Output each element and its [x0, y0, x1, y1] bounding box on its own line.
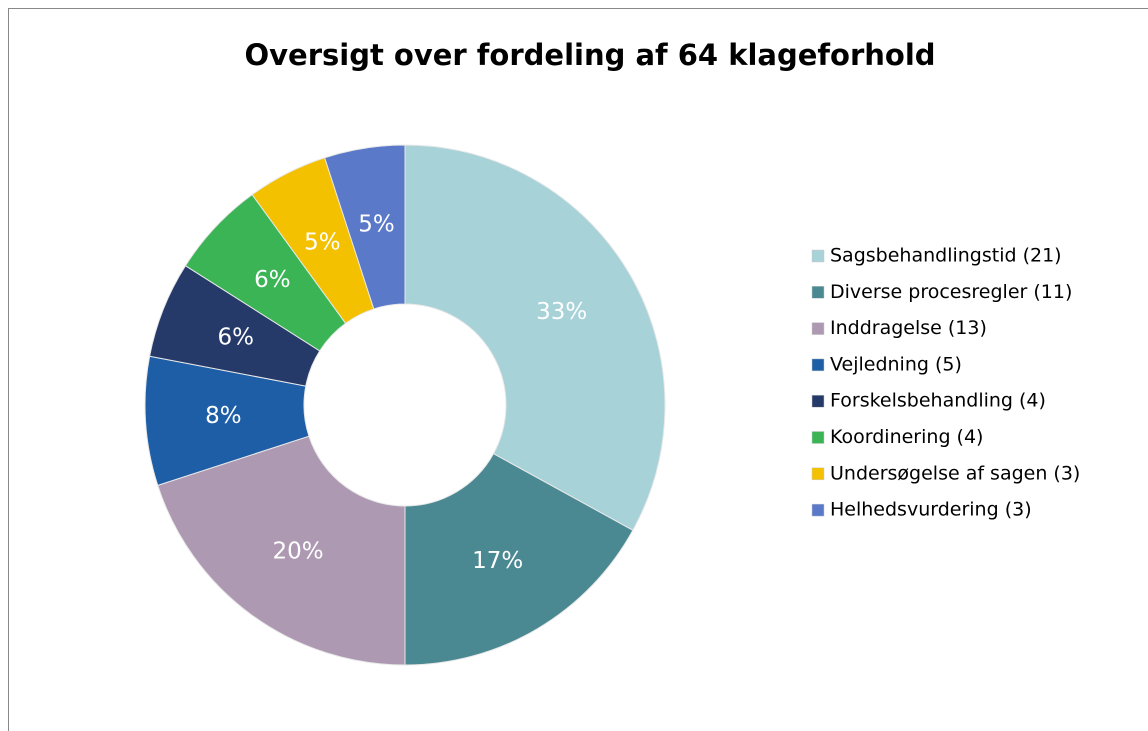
slice-label: 6%: [218, 325, 255, 351]
slice-label: 17%: [472, 548, 523, 574]
legend-swatch: [811, 249, 825, 263]
legend-text: Koordinering (4): [830, 426, 983, 448]
legend-swatch: [811, 467, 825, 481]
legend-text: Forskelsbehandling (4): [830, 390, 1046, 412]
donut-slice: [157, 435, 406, 666]
legend-text: Undersøgelse af sagen (3): [830, 462, 1080, 484]
chart-title: Oversigt over fordeling af 64 klageforho…: [244, 38, 935, 72]
legend-swatch: [811, 286, 825, 299]
legend-swatch: [811, 358, 825, 372]
legend-swatch: [811, 394, 825, 408]
legend-swatch: [811, 431, 825, 444]
legend-swatch: [811, 503, 825, 517]
slice-label: 6%: [254, 267, 291, 293]
legend-text: Sagsbehandlingstid (21): [830, 245, 1062, 267]
legend-swatch: [811, 322, 825, 335]
donut-slice: [404, 144, 666, 531]
donut-slice: [404, 452, 634, 666]
slice-label: 5%: [358, 212, 395, 238]
legend-text: Helhedsvurdering (3): [830, 499, 1032, 521]
legend-text: Diverse procesregler (11): [830, 281, 1072, 303]
legend-text: Inddragelse (13): [830, 317, 987, 339]
slice-label: 33%: [536, 299, 587, 325]
slice-label: 20%: [272, 539, 323, 565]
slice-label: 8%: [205, 403, 242, 429]
legend-text: Vejledning (5): [830, 353, 962, 375]
donut-slice: [324, 144, 406, 310]
slice-label: 5%: [304, 229, 341, 255]
